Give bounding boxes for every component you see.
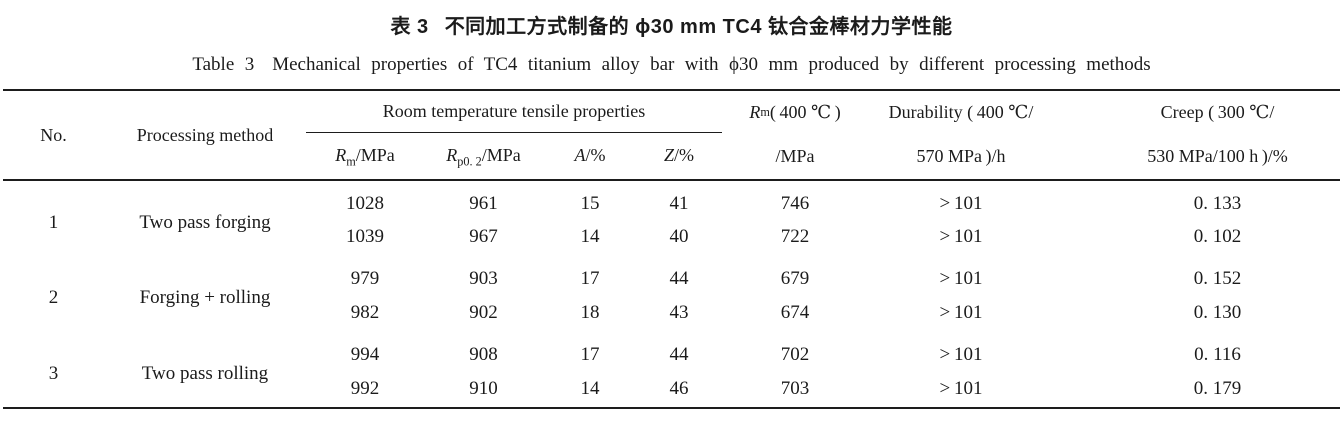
col-header-rm400-line2: /MPa — [775, 145, 815, 166]
cell-rm400: 703 — [780, 377, 810, 399]
cell-rm: 994 — [350, 344, 380, 365]
cell-rm: 992 — [350, 377, 380, 399]
cell-no: 1 — [48, 211, 59, 233]
properties-table: No. Processing method Room temperature t… — [3, 89, 1340, 409]
cell-durability: > 101 — [939, 192, 983, 214]
table-row: 3 Two pass rolling 994 908 17 44 702 > 1… — [3, 332, 1339, 384]
cell-method: Forging + rolling — [139, 287, 271, 308]
caption-english: Table 3 Mechanical properties of TC4 tita… — [0, 54, 1343, 76]
cell-rm400: 679 — [780, 268, 810, 289]
caption-chinese-text: 不同加工方式制备的 ϕ30 mm TC4 钛合金棒材力学性能 — [444, 16, 953, 38]
col-header-method: Processing method — [136, 124, 274, 145]
header-row-sub: Rm/MPa Rp0. 2/MPa A/% Z/% — [3, 132, 1339, 180]
cell-z: 41 — [669, 192, 689, 214]
col-header-creep-line1: Creep ( 300 ℃/ — [1160, 101, 1275, 122]
cell-a: 17 — [580, 268, 600, 289]
col-header-durability-line1: Durability ( 400 ℃/ — [888, 101, 1034, 122]
table-header: No. Processing method Room temperature t… — [3, 90, 1340, 180]
cell-durability: > 101 — [939, 344, 983, 365]
cell-no: 3 — [48, 362, 59, 384]
col-header-durability-line2: 570 MPa )/h — [916, 145, 1006, 166]
cell-method: Two pass rolling — [141, 362, 269, 384]
cell-creep: 0. 116 — [1194, 344, 1241, 365]
cell-rm: 1028 — [345, 192, 384, 214]
cell-rm: 982 — [350, 302, 380, 323]
col-header-no: No. — [40, 124, 67, 145]
cell-rm: 979 — [350, 268, 380, 289]
cell-rm400: 674 — [780, 302, 810, 323]
cell-no: 2 — [48, 287, 59, 308]
cell-creep: 0. 152 — [1193, 268, 1242, 289]
col-header-creep-line2: 530 MPa/100 h )/% — [1147, 145, 1288, 166]
cell-z: 46 — [669, 377, 689, 399]
cell-method: Two pass forging — [139, 211, 271, 233]
cell-z: 44 — [669, 344, 689, 365]
cell-a: 14 — [580, 377, 600, 399]
header-row-top: No. Processing method Room temperature t… — [3, 90, 1339, 166]
col-header-rp02: Rp0. 2/MPa — [446, 145, 521, 169]
col-group-tensile: Room temperature tensile properties — [306, 90, 722, 133]
cell-z: 43 — [669, 302, 689, 323]
cell-rp02: 908 — [469, 344, 498, 365]
cell-a: 15 — [580, 192, 600, 214]
cell-rm400: 746 — [780, 192, 810, 214]
col-header-durability: Durability ( 400 ℃/ 570 MPa )/h — [869, 90, 1054, 180]
caption-english-text: Mechanical properties of TC4 titanium al… — [272, 54, 1151, 75]
cell-a: 18 — [580, 302, 600, 323]
caption-chinese: 表 3 不同加工方式制备的 ϕ30 mm TC4 钛合金棒材力学性能 — [0, 10, 1343, 39]
cell-z: 44 — [669, 268, 689, 289]
cell-rp02: 961 — [469, 192, 498, 214]
cell-durability: > 101 — [939, 226, 983, 247]
table-body: 1 Two pass forging 1028 961 15 41 746 > … — [3, 180, 1339, 408]
cell-creep: 0. 130 — [1193, 302, 1242, 323]
cell-rp02: 910 — [469, 377, 498, 399]
table-row: 982 902 18 43 674 > 101 0. 130 — [3, 294, 1339, 332]
caption-chinese-label: 表 3 — [390, 16, 429, 38]
cell-rm: 1039 — [345, 226, 384, 247]
col-header-rm: Rm/MPa — [335, 145, 395, 169]
cell-rp02: 903 — [469, 268, 498, 289]
table-row: 992 910 14 46 703 > 101 0. 179 — [3, 370, 1339, 408]
caption-english-label: Table 3 — [192, 54, 255, 75]
cell-rm400: 722 — [780, 226, 810, 247]
cell-creep: 0. 133 — [1193, 192, 1242, 214]
cell-creep: 0. 102 — [1193, 226, 1242, 247]
col-header-z: Z/% — [663, 145, 694, 166]
cell-rm400: 702 — [780, 344, 810, 365]
table-row: 1 Two pass forging 1028 961 15 41 746 > … — [3, 180, 1339, 233]
table-row: 1039 967 14 40 722 > 101 0. 102 — [3, 218, 1339, 256]
col-header-a: A/% — [574, 145, 606, 166]
cell-a: 17 — [580, 344, 600, 365]
cell-durability: > 101 — [939, 377, 983, 399]
cell-durability: > 101 — [939, 268, 983, 289]
col-header-creep: Creep ( 300 ℃/ 530 MPa/100 h )/% — [1054, 90, 1340, 180]
cell-durability: > 101 — [939, 302, 983, 323]
cell-creep: 0. 179 — [1193, 377, 1242, 399]
cell-rp02: 967 — [469, 226, 498, 247]
cell-rp02: 902 — [469, 302, 498, 323]
table-row: 2 Forging + rolling 979 903 17 44 679 > … — [3, 256, 1339, 308]
cell-z: 40 — [669, 226, 689, 247]
cell-a: 14 — [580, 226, 600, 247]
